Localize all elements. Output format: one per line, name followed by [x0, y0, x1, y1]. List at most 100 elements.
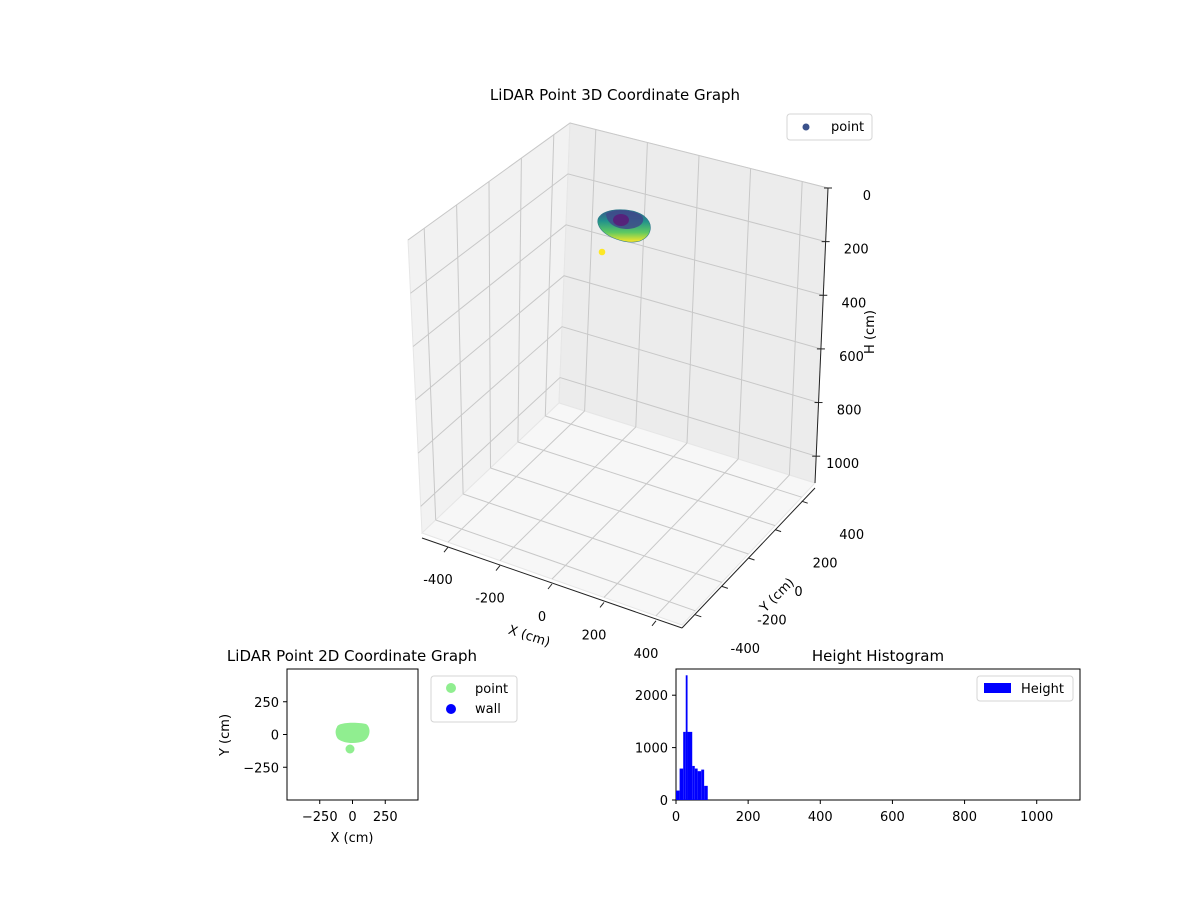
x-tick-mark-3d [599, 602, 605, 608]
histogram-bar [679, 768, 684, 800]
legend-height-swatch [984, 683, 1011, 693]
y-tick-labels-2d: −250 0 250 [243, 696, 287, 776]
y-tick-label-3d: 0 [794, 585, 802, 600]
z-tick-labels-3d: 0 200 400 600 800 1000 [812, 187, 871, 472]
y-axis-label-2d: Y (cm) [218, 714, 233, 757]
legend-point-label-3d: point [831, 120, 864, 135]
point-cluster-2d [335, 722, 370, 744]
z-tick-label-3d: 200 [844, 243, 869, 258]
y-gridline-wall [517, 158, 522, 443]
y-tick-label-2d: 0 [271, 729, 279, 744]
y-tick-label-histogram: 1000 [635, 742, 668, 757]
plot-histogram: Height Histogram 0 200 400 600 800 1000 0 1000… [635, 647, 1081, 825]
y-gridline-floor [490, 467, 749, 555]
y-gridline-wall [544, 134, 555, 417]
x-tick-mark-3d [651, 620, 657, 627]
point-cloud-2d [335, 722, 370, 754]
z-gridline [407, 122, 829, 241]
x-gridline-wall [635, 142, 648, 428]
x-tick-label-histogram: 0 [672, 810, 680, 825]
legend-point-label-2d: point [475, 682, 508, 697]
z-gridline [420, 376, 817, 507]
histogram-bar [697, 771, 702, 800]
x-axis-line [421, 537, 683, 629]
z-axis-line [814, 187, 829, 484]
y-gridline-wall [456, 204, 464, 495]
plot-3d-title: LiDAR Point 3D Coordinate Graph [490, 86, 740, 104]
x-tick-label-3d: 0 [538, 610, 546, 625]
z-tick-label-3d: 1000 [826, 457, 859, 472]
x-tick-label-histogram: 1000 [1020, 810, 1053, 825]
x-gridline-wall [788, 181, 803, 476]
histogram-bar [683, 731, 686, 800]
point-cloud-3d [597, 209, 651, 256]
z-tick-label-3d: 800 [837, 404, 862, 419]
y-tick-label-3d: -400 [731, 642, 761, 657]
x-gridline-wall [737, 168, 752, 460]
y-tick-mark-3d [721, 585, 729, 589]
x-tick-labels-2d: −250 0 250 [302, 800, 398, 825]
legend-wall-label-2d: wall [475, 702, 501, 717]
y-tick-mark-3d [774, 529, 782, 533]
z-axis-label-3d: H (cm) [863, 310, 878, 354]
pane-floor [421, 402, 816, 626]
x-tick-mark-3d [443, 546, 449, 553]
y-tick-label-3d: 400 [839, 528, 864, 543]
histogram-bars [676, 675, 708, 800]
histogram-bar [704, 785, 708, 800]
histogram-bar [685, 675, 688, 800]
plot-2d-title: LiDAR Point 2D Coordinate Graph [227, 647, 477, 665]
z-gridline [410, 173, 826, 294]
y-gridline-floor [462, 493, 723, 583]
y-tick-mark-3d [801, 500, 808, 504]
y-tick-labels-histogram: 0 1000 2000 [635, 689, 676, 809]
x-tick-label-3d: -400 [423, 573, 453, 588]
x-tick-labels-3d: -400 -200 0 200 400 [423, 546, 659, 662]
y-tick-label-histogram: 0 [660, 794, 668, 809]
x-gridline-wall [686, 155, 700, 444]
y-tick-mark-3d [748, 557, 755, 561]
legend-histogram: Height [976, 675, 1074, 702]
legend-height-label: Height [1021, 682, 1064, 697]
outlier-point-2d [345, 744, 355, 754]
y-axis-label-3d: Y (cm) [757, 575, 798, 616]
x-tick-label-3d: 200 [582, 628, 607, 643]
legend-3d: point [786, 113, 873, 141]
histogram-bar [676, 790, 680, 800]
y-tick-label-3d: -200 [757, 613, 787, 628]
plot-2d: LiDAR Point 2D Coordinate Graph −250 0 250… [218, 647, 518, 846]
legend-point-marker-2d [446, 683, 456, 693]
z-tick-label-3d: 400 [841, 296, 866, 311]
y-tick-mark-3d [695, 614, 702, 618]
z-tick-label-3d: 0 [863, 189, 871, 204]
y-tick-label-2d: −250 [243, 761, 279, 776]
y-gridline-floor [517, 441, 776, 527]
y-tick-label-2d: 250 [254, 696, 279, 711]
x-axis-label-3d: X (cm) [506, 623, 552, 651]
x-tick-mark-3d [495, 565, 501, 571]
outlier-point-3d [598, 248, 606, 256]
legend-wall-marker-2d [446, 704, 456, 714]
x-gridline-wall [584, 129, 597, 412]
y-gridline-wall [423, 228, 437, 521]
legend-point-marker [802, 123, 810, 131]
x-tick-label-histogram: 800 [952, 810, 977, 825]
x-tick-label-2d: 250 [373, 810, 398, 825]
x-tick-label-2d: −250 [302, 810, 338, 825]
z-gridline [412, 224, 824, 347]
point-cluster-core-3d [613, 214, 629, 226]
histogram-title: Height Histogram [812, 647, 944, 665]
y-gridline-floor [545, 415, 802, 498]
x-axis-label-2d: X (cm) [331, 831, 374, 846]
x-tick-labels-histogram: 0 200 400 600 800 1000 [672, 800, 1053, 825]
histogram-bar [694, 768, 698, 800]
x-tick-label-histogram: 600 [880, 810, 905, 825]
histogram-bar [692, 765, 695, 800]
grid-3d [407, 122, 829, 617]
z-tick-label-3d: 600 [839, 350, 864, 365]
y-gridline-wall [488, 181, 491, 469]
x-tick-label-histogram: 200 [736, 810, 761, 825]
histogram-bar [701, 769, 705, 800]
x-tick-label-3d: 400 [634, 647, 659, 662]
